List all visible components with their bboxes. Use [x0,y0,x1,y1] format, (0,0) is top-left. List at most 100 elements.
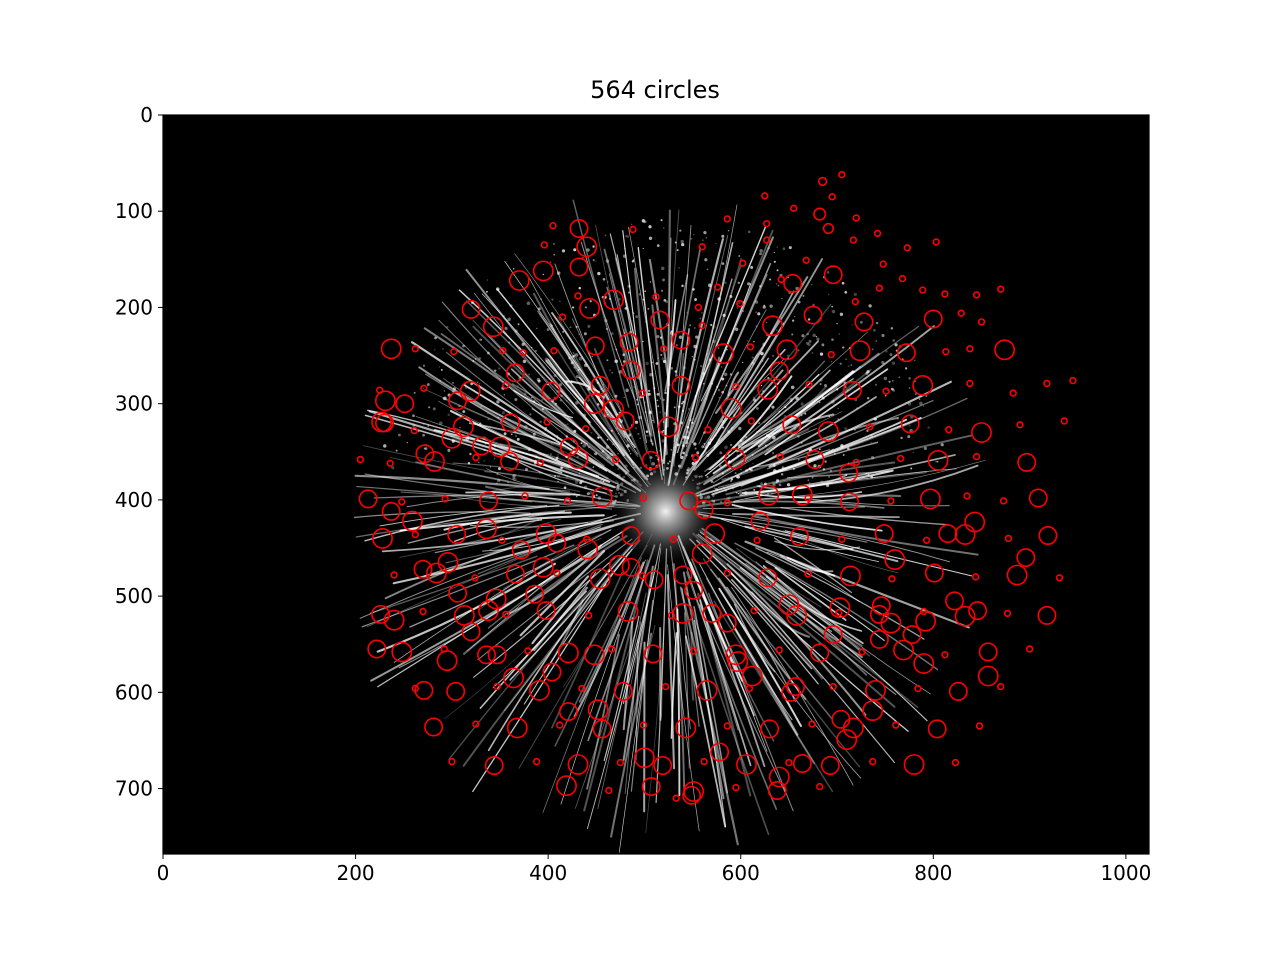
spark [423,447,426,450]
spark [854,429,856,431]
spark [715,242,717,245]
spark [706,453,710,458]
streak [713,600,834,793]
spark [597,271,601,276]
spark [709,438,712,441]
streak [679,242,734,456]
streak [466,300,591,425]
spark [780,460,782,463]
detected-circle [840,492,859,512]
spark [470,382,474,386]
streak [526,273,631,453]
detected-circle [689,647,698,655]
detected-circle [540,241,548,249]
spark [600,479,603,482]
spark [753,398,757,402]
detected-circle [968,601,988,621]
streak [356,485,613,510]
spark [605,259,610,263]
spark [738,254,741,258]
spark [643,401,646,404]
detected-circle [489,436,511,458]
spark [780,473,784,476]
spark [572,306,575,309]
y-tick-label: 200 [115,295,153,319]
spark [777,284,780,287]
spark [521,458,523,460]
spark [705,353,708,355]
spark [773,260,776,263]
spark [685,441,689,445]
spark [914,359,916,362]
spark [845,358,847,361]
spark [590,431,593,434]
spark [885,349,888,353]
detected-circle [792,754,812,773]
streak [755,561,932,695]
streak [507,544,603,615]
detected-circle [1043,379,1051,388]
detected-circle [977,665,999,687]
spark [620,419,624,423]
spark [622,360,626,363]
detected-circle [356,455,365,464]
spark [923,446,927,450]
spark [477,381,479,383]
spark [503,432,507,436]
spark [609,452,613,457]
spark [536,327,538,330]
spark [813,465,816,468]
circles-layer [356,171,1077,805]
spark [839,362,842,365]
detected-circle [448,391,468,411]
spark [578,286,582,290]
spark [781,466,785,469]
spark [517,323,520,326]
detected-circle [371,411,393,433]
spark [665,425,668,428]
spark [892,339,896,342]
spark [413,391,416,394]
detected-circle [446,681,466,701]
detected-circle [871,596,891,616]
spark [739,491,743,496]
spark [556,455,559,458]
spark [622,254,627,258]
spark [686,430,690,434]
spark [820,480,824,484]
spark [894,343,898,347]
spark [745,451,747,453]
spark [639,437,642,440]
spark [487,418,490,421]
detected-circle [732,382,740,391]
detected-circle [521,492,529,500]
spark [592,259,595,262]
spark [708,358,712,362]
detected-circle [852,458,860,467]
spark [831,309,836,314]
spark [831,305,833,308]
spark [617,452,619,455]
spark [562,330,565,333]
spark [782,488,785,491]
spark [759,284,762,288]
detected-circle [977,318,986,326]
detected-circle [478,600,499,622]
spark [512,268,515,270]
spark [806,332,810,336]
spark [474,358,477,360]
spark [604,319,608,323]
x-tick-label: 200 [336,861,374,885]
spark [782,247,786,251]
spark [678,266,680,269]
spark [710,323,713,327]
spark [875,321,879,325]
detected-circle [829,597,851,619]
spark [787,276,789,279]
spark [789,397,793,401]
y-tick-label: 100 [115,199,153,223]
spark [472,360,475,362]
spark [660,289,664,292]
spark [797,349,800,352]
detected-circle [874,524,894,544]
